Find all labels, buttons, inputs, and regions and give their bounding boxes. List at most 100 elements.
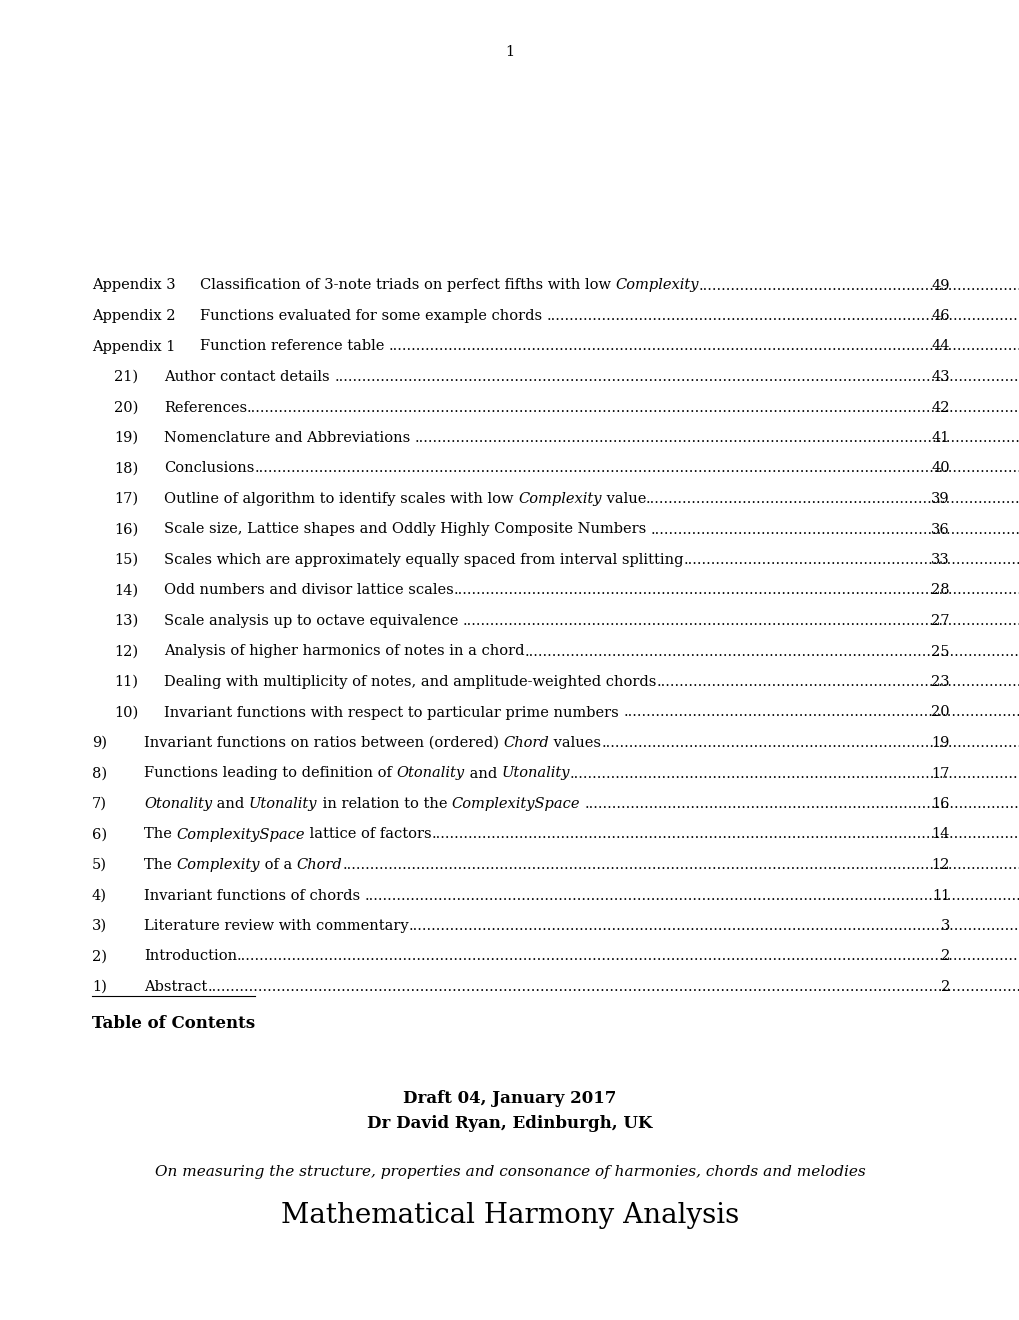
Text: values: values	[549, 737, 601, 750]
Text: 8): 8)	[92, 767, 107, 780]
Text: Scales which are approximately equally spaced from interval splitting: Scales which are approximately equally s…	[164, 553, 683, 568]
Text: ................................................................................: ........................................…	[698, 279, 1019, 293]
Text: Outline of algorithm to identify scales with low: Outline of algorithm to identify scales …	[164, 492, 518, 506]
Text: 12: 12	[930, 858, 949, 873]
Text: 2): 2)	[92, 949, 107, 964]
Text: Invariant functions on ratios between (ordered): Invariant functions on ratios between (o…	[144, 737, 503, 750]
Text: 44: 44	[930, 339, 949, 354]
Text: Appendix 3: Appendix 3	[92, 279, 175, 293]
Text: 33: 33	[930, 553, 949, 568]
Text: ................................................................................: ........................................…	[409, 919, 1019, 933]
Text: 16: 16	[930, 797, 949, 810]
Text: Invariant functions of chords: Invariant functions of chords	[144, 888, 365, 903]
Text: Functions evaluated for some example chords: Functions evaluated for some example cho…	[200, 309, 546, 323]
Text: and: and	[212, 797, 249, 810]
Text: Invariant functions with respect to particular prime numbers: Invariant functions with respect to part…	[164, 705, 623, 719]
Text: Table of Contents: Table of Contents	[92, 1015, 255, 1032]
Text: value: value	[601, 492, 645, 506]
Text: ................................................................................: ........................................…	[463, 614, 1019, 628]
Text: ................................................................................: ........................................…	[254, 462, 1019, 475]
Text: 1: 1	[505, 45, 514, 59]
Text: 3): 3)	[92, 919, 107, 933]
Text: ................................................................................: ........................................…	[656, 675, 1019, 689]
Text: 27: 27	[930, 614, 949, 628]
Text: Conclusions: Conclusions	[164, 462, 254, 475]
Text: 28: 28	[930, 583, 949, 598]
Text: Abstract: Abstract	[144, 979, 207, 994]
Text: Scale size, Lattice shapes and Oddly Highly Composite Numbers: Scale size, Lattice shapes and Oddly Hig…	[164, 523, 650, 536]
Text: ................................................................................: ........................................…	[570, 767, 1019, 780]
Text: 17: 17	[930, 767, 949, 780]
Text: 43: 43	[930, 370, 949, 384]
Text: Otonality: Otonality	[396, 767, 465, 780]
Text: Analysis of higher harmonics of notes in a chord: Analysis of higher harmonics of notes in…	[164, 644, 524, 659]
Text: 21): 21)	[114, 370, 138, 384]
Text: Complexity: Complexity	[615, 279, 698, 293]
Text: ................................................................................: ........................................…	[236, 949, 1019, 964]
Text: and: and	[465, 767, 501, 780]
Text: Functions leading to definition of: Functions leading to definition of	[144, 767, 396, 780]
Text: 2: 2	[940, 979, 949, 994]
Text: 15): 15)	[114, 553, 138, 568]
Text: 9): 9)	[92, 737, 107, 750]
Text: ................................................................................: ........................................…	[546, 309, 1019, 323]
Text: Draft 04, January 2017: Draft 04, January 2017	[403, 1090, 616, 1107]
Text: 23: 23	[930, 675, 949, 689]
Text: Mathematical Harmony Analysis: Mathematical Harmony Analysis	[280, 1203, 739, 1229]
Text: Appendix 1: Appendix 1	[92, 339, 175, 354]
Text: Complexity: Complexity	[518, 492, 601, 506]
Text: ................................................................................: ........................................…	[584, 797, 1019, 810]
Text: Appendix 2: Appendix 2	[92, 309, 175, 323]
Text: Scale analysis up to octave equivalence: Scale analysis up to octave equivalence	[164, 614, 463, 628]
Text: 3: 3	[940, 919, 949, 933]
Text: Dealing with multiplicity of notes, and amplitude-weighted chords: Dealing with multiplicity of notes, and …	[164, 675, 656, 689]
Text: ................................................................................: ........................................…	[247, 400, 1019, 414]
Text: 4): 4)	[92, 888, 107, 903]
Text: Chord: Chord	[297, 858, 342, 873]
Text: Literature review with commentary: Literature review with commentary	[144, 919, 409, 933]
Text: 6): 6)	[92, 828, 107, 842]
Text: 17): 17)	[114, 492, 138, 506]
Text: The: The	[144, 828, 176, 842]
Text: ................................................................................: ........................................…	[650, 523, 1019, 536]
Text: Odd numbers and divisor lattice scales: Odd numbers and divisor lattice scales	[164, 583, 453, 598]
Text: 49: 49	[930, 279, 949, 293]
Text: Introduction: Introduction	[144, 949, 236, 964]
Text: ComplexitySpace: ComplexitySpace	[451, 797, 580, 810]
Text: ................................................................................: ........................................…	[453, 583, 1019, 598]
Text: 10): 10)	[114, 705, 139, 719]
Text: Nomenclature and Abbreviations: Nomenclature and Abbreviations	[164, 432, 415, 445]
Text: 36: 36	[930, 523, 949, 536]
Text: 19): 19)	[114, 432, 138, 445]
Text: 14): 14)	[114, 583, 138, 598]
Text: Complexity: Complexity	[176, 858, 260, 873]
Text: Function reference table: Function reference table	[200, 339, 388, 354]
Text: 46: 46	[930, 309, 949, 323]
Text: 20): 20)	[114, 400, 139, 414]
Text: ................................................................................: ........................................…	[645, 492, 1019, 506]
Text: 20: 20	[930, 705, 949, 719]
Text: ................................................................................: ........................................…	[388, 339, 1019, 354]
Text: ................................................................................: ........................................…	[623, 705, 1019, 719]
Text: 11): 11)	[114, 675, 138, 689]
Text: 42: 42	[930, 400, 949, 414]
Text: Utonality: Utonality	[501, 767, 570, 780]
Text: Otonality: Otonality	[144, 797, 212, 810]
Text: 41: 41	[930, 432, 949, 445]
Text: 18): 18)	[114, 462, 139, 475]
Text: 14: 14	[930, 828, 949, 842]
Text: ................................................................................: ........................................…	[365, 888, 1019, 903]
Text: Dr David Ryan, Edinburgh, UK: Dr David Ryan, Edinburgh, UK	[367, 1115, 652, 1133]
Text: 16): 16)	[114, 523, 139, 536]
Text: ................................................................................: ........................................…	[207, 979, 1019, 994]
Text: References: References	[164, 400, 247, 414]
Text: 5): 5)	[92, 858, 107, 873]
Text: 39: 39	[930, 492, 949, 506]
Text: ................................................................................: ........................................…	[524, 644, 1019, 659]
Text: 7): 7)	[92, 797, 107, 810]
Text: 12): 12)	[114, 644, 138, 659]
Text: The: The	[144, 858, 176, 873]
Text: Author contact details: Author contact details	[164, 370, 334, 384]
Text: ................................................................................: ........................................…	[415, 432, 1019, 445]
Text: Classification of 3-note triads on perfect fifths with low: Classification of 3-note triads on perfe…	[200, 279, 615, 293]
